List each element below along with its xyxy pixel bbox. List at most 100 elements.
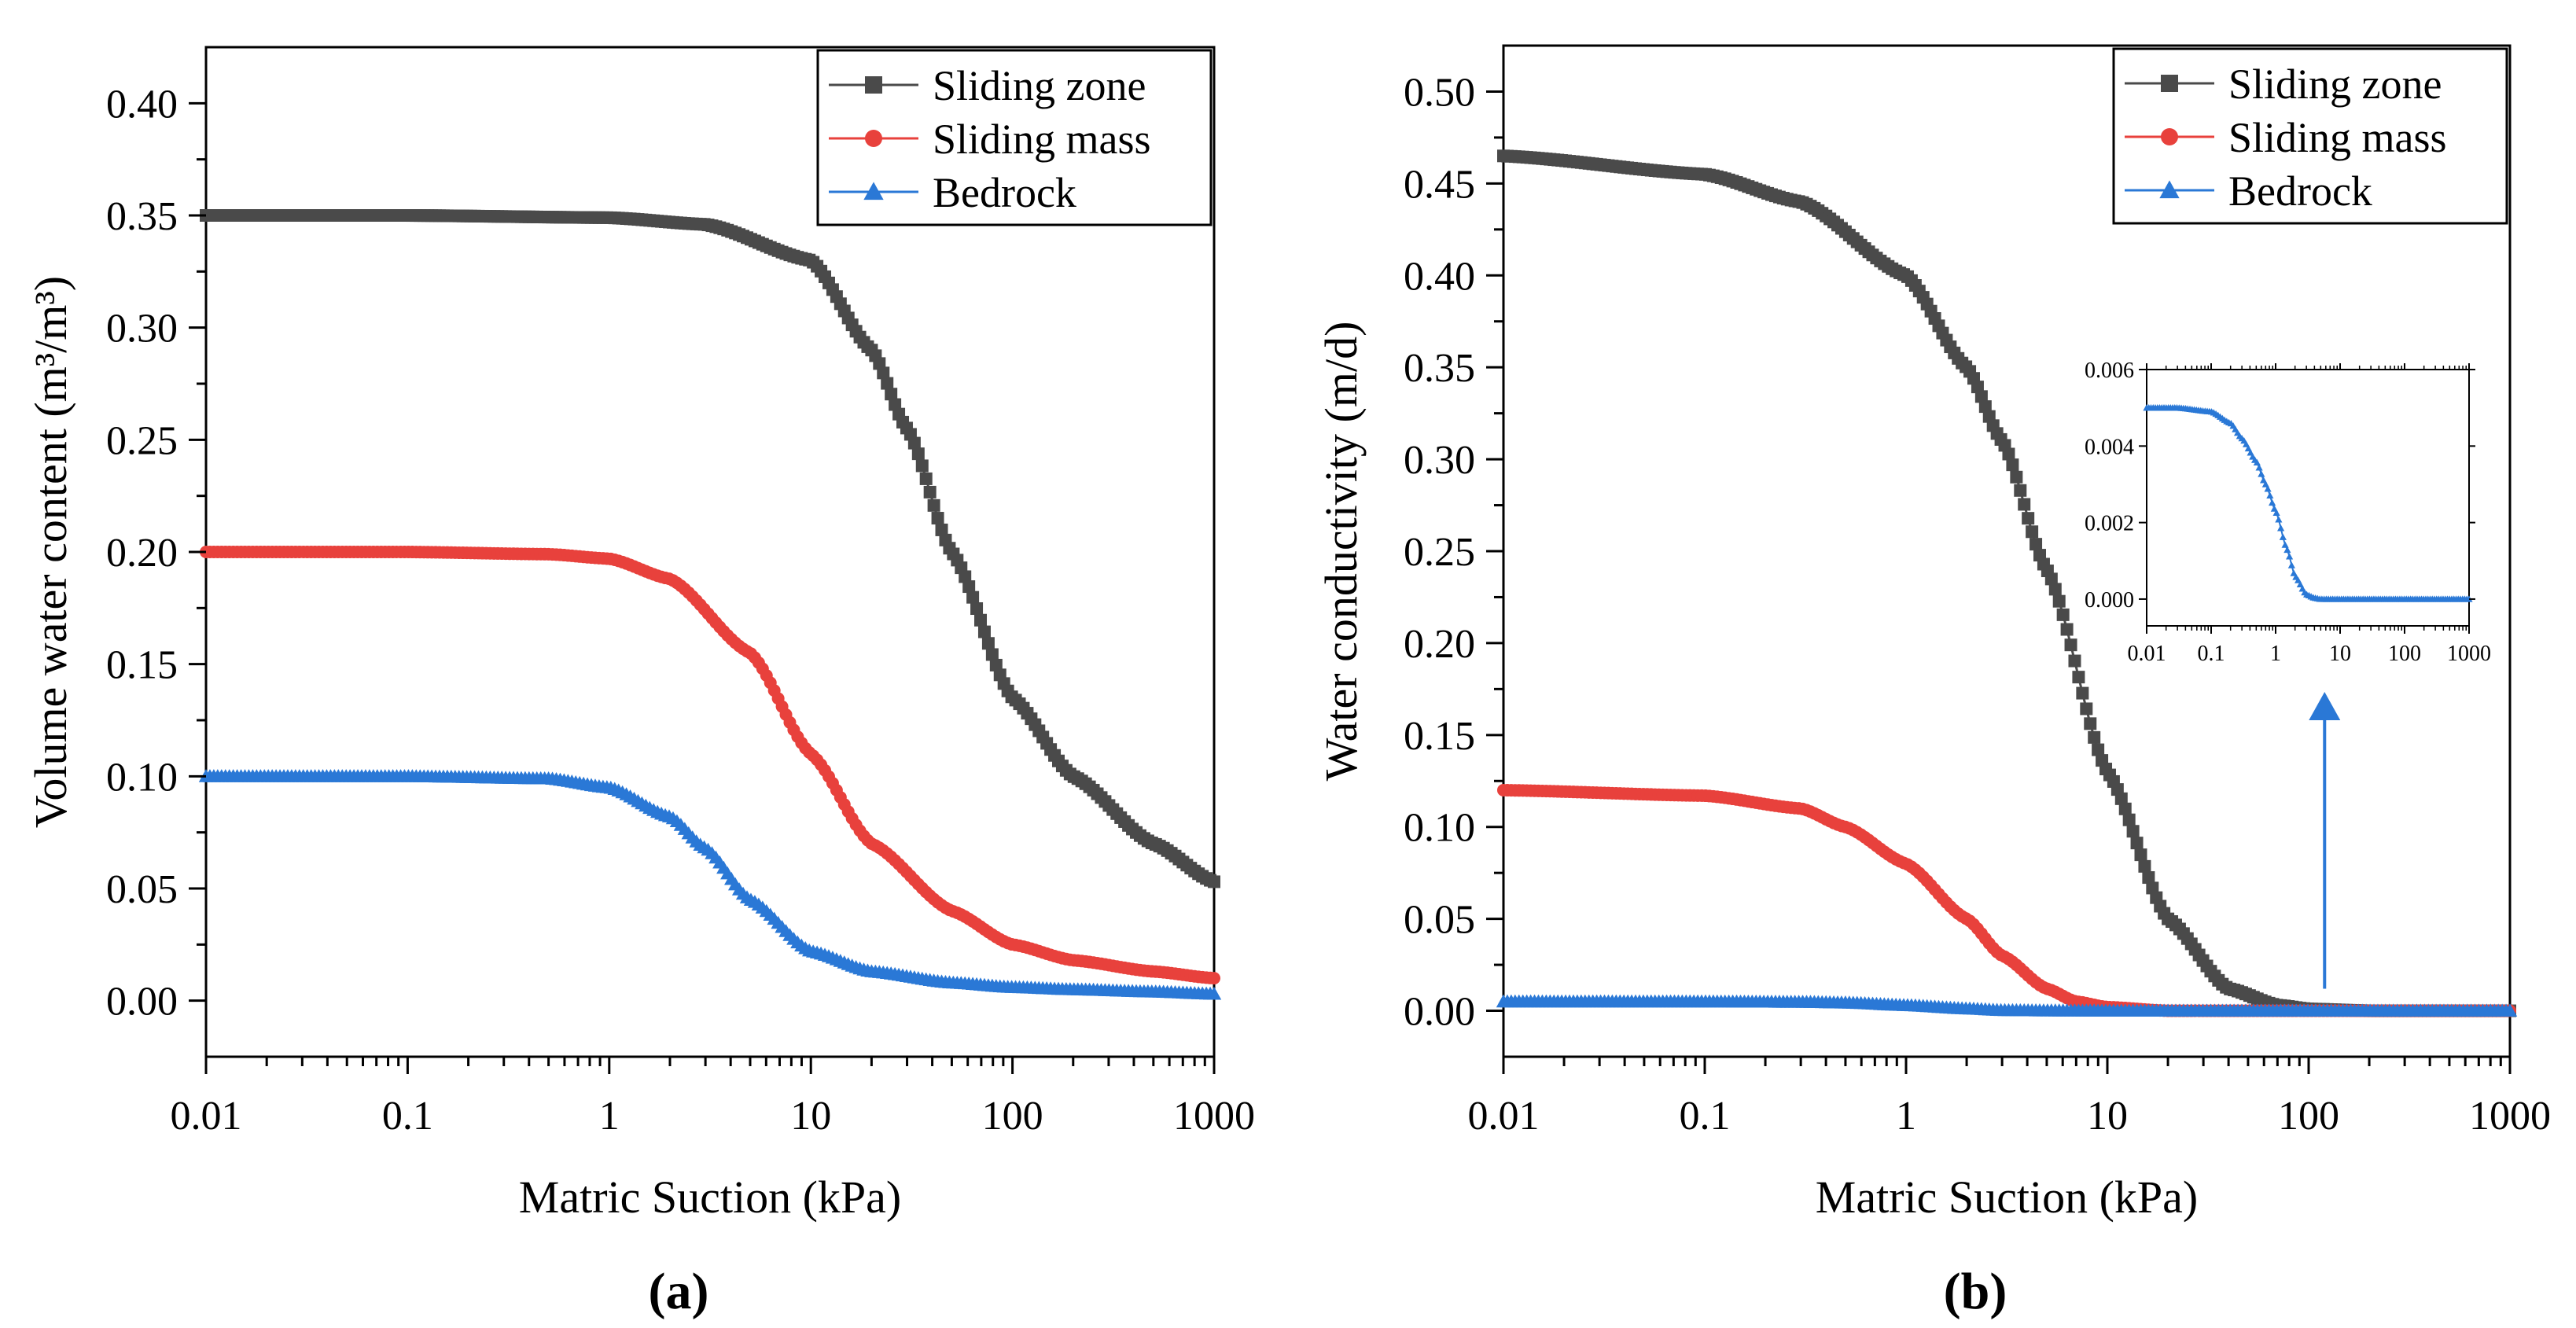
data-point [2114, 792, 2128, 805]
data-point [1208, 875, 1220, 888]
data-point [2146, 881, 2159, 895]
data-point [2022, 512, 2035, 525]
chart-panel-a: 0.01 0.1 1 10 100 1000 0.00 0.05 0.10 0.15 0.20 0.2… [25, 46, 1255, 1320]
legend-box [2112, 47, 2508, 225]
data-point [2138, 859, 2151, 873]
y-tick-label: 0.40 [1404, 254, 1475, 299]
legend: Sliding zone Sliding mass Bedrock [816, 49, 1213, 226]
legend-label: Sliding zone [933, 62, 1146, 109]
data-point [931, 512, 944, 525]
data-point [2026, 525, 2039, 539]
data-point [966, 590, 980, 604]
data-point [935, 523, 948, 536]
y-tick-label: 0.05 [1404, 898, 1475, 943]
data-point [1974, 390, 1988, 403]
legend-label: Bedrock [2228, 167, 2372, 215]
x-axis-title: Matric Suction (kPa) [1816, 1172, 2198, 1223]
data-point [2048, 583, 2062, 596]
data-point [977, 625, 991, 638]
inset-x-tick-label: 0.01 [2128, 642, 2166, 666]
inset-y-tick-label: 0.002 [2085, 512, 2134, 536]
legend-label: Sliding zone [2228, 61, 2442, 108]
inset-x-tick-label: 10 [2329, 642, 2351, 666]
data-point [970, 602, 984, 616]
x-tick-label: 0.01 [171, 1094, 242, 1139]
data-point [2126, 825, 2140, 838]
x-tick-label: 1000 [2469, 1094, 2551, 1139]
inset-arrow-head [2309, 692, 2341, 720]
data-point [2006, 458, 2019, 472]
y-tick-label: 0.30 [106, 307, 178, 351]
inset-x-tick-label: 0.1 [2198, 642, 2225, 666]
data-point [2052, 594, 2066, 608]
data-point [2142, 871, 2155, 885]
data-point [927, 498, 940, 512]
data-point [959, 570, 972, 583]
data-point [2060, 623, 2074, 636]
y-tick-label: 0.15 [1404, 714, 1475, 759]
x-tick-label: 100 [982, 1094, 1043, 1139]
chart-panel-b: 0.01 0.1 1 10 100 1000 0.00 0.05 0.10 0.15 0.20 0.2… [1316, 44, 2551, 1320]
data-point [2122, 813, 2136, 826]
data-point [2072, 671, 2085, 684]
x-tick-label: 100 [2278, 1094, 2339, 1139]
series-bedrock [1496, 994, 2518, 1017]
data-point [889, 398, 902, 411]
legend-label: Bedrock [933, 169, 1076, 216]
y-tick-label: 0.00 [1404, 990, 1475, 1035]
y-tick-label: 0.20 [1404, 622, 1475, 667]
data-point [1978, 400, 1992, 414]
data-point [919, 472, 933, 485]
y-tick-label: 0.20 [106, 531, 178, 576]
data-point [1206, 986, 1222, 1000]
data-point [907, 436, 921, 450]
y-tick-label: 0.15 [106, 643, 178, 688]
legend-label: Sliding mass [933, 116, 1151, 163]
data-point [2064, 638, 2077, 652]
y-tick-label: 0.40 [106, 82, 178, 127]
data-point [985, 648, 999, 661]
data-point [2010, 470, 2023, 484]
inset-x-tick-label: 100 [2388, 642, 2421, 666]
series-line [1503, 789, 2510, 1012]
legend-marker [865, 76, 882, 94]
data-point [2030, 538, 2043, 551]
data-point [885, 388, 898, 401]
x-tick-label: 1000 [1173, 1094, 1255, 1139]
x-tick-label: 1 [1896, 1094, 1916, 1139]
series-sliding-zone [200, 209, 1220, 888]
panel-label: (b) [1944, 1263, 2007, 1320]
data-point [911, 447, 925, 461]
y-tick-label: 0.50 [1404, 70, 1475, 115]
x-axis-title: Matric Suction (kPa) [519, 1172, 901, 1223]
inset-series-bedrock [2143, 404, 2473, 602]
data-point [2084, 717, 2097, 730]
legend-label: Sliding mass [2228, 114, 2447, 161]
data-point [1208, 972, 1220, 985]
data-point [2130, 837, 2144, 850]
inset-y-tick-label: 0.006 [2085, 359, 2134, 383]
x-tick-label: 1 [599, 1094, 620, 1139]
x-tick-label: 10 [2087, 1094, 2128, 1139]
data-point [2092, 743, 2105, 756]
legend-marker [2161, 75, 2178, 92]
data-point [2080, 702, 2093, 716]
data-point [2044, 572, 2058, 586]
y-tick-label: 0.35 [1404, 346, 1475, 391]
legend-marker [2159, 180, 2180, 199]
data-point [2068, 654, 2081, 668]
series-bedrock [198, 769, 1222, 1000]
data-point [2056, 608, 2070, 621]
data-point [2018, 498, 2031, 511]
y-tick-label: 0.10 [1404, 806, 1475, 851]
data-point [962, 580, 976, 594]
series-sliding-mass [1497, 783, 2516, 1017]
data-point [2002, 447, 2015, 461]
legend-marker [863, 182, 884, 200]
legend-marker [2161, 128, 2178, 145]
data-point [2088, 730, 2101, 744]
inset-series-line [2147, 406, 2469, 600]
panel-label: (a) [649, 1263, 709, 1320]
data-point [974, 613, 988, 627]
legend: Sliding zone Sliding mass Bedrock [2112, 47, 2508, 225]
